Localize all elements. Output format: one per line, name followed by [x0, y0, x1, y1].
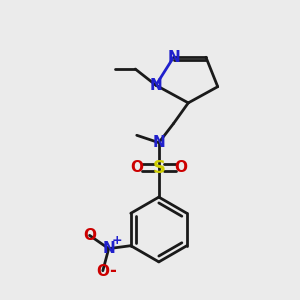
Text: N: N: [102, 241, 115, 256]
Text: O: O: [83, 228, 96, 243]
Text: N: N: [152, 135, 165, 150]
Text: O: O: [130, 160, 143, 175]
Text: -: -: [109, 262, 116, 280]
Text: O: O: [174, 160, 188, 175]
Text: S: S: [152, 159, 165, 177]
Text: N: N: [149, 78, 162, 93]
Text: +: +: [112, 234, 122, 247]
Text: O: O: [96, 264, 109, 279]
Text: N: N: [167, 50, 180, 65]
